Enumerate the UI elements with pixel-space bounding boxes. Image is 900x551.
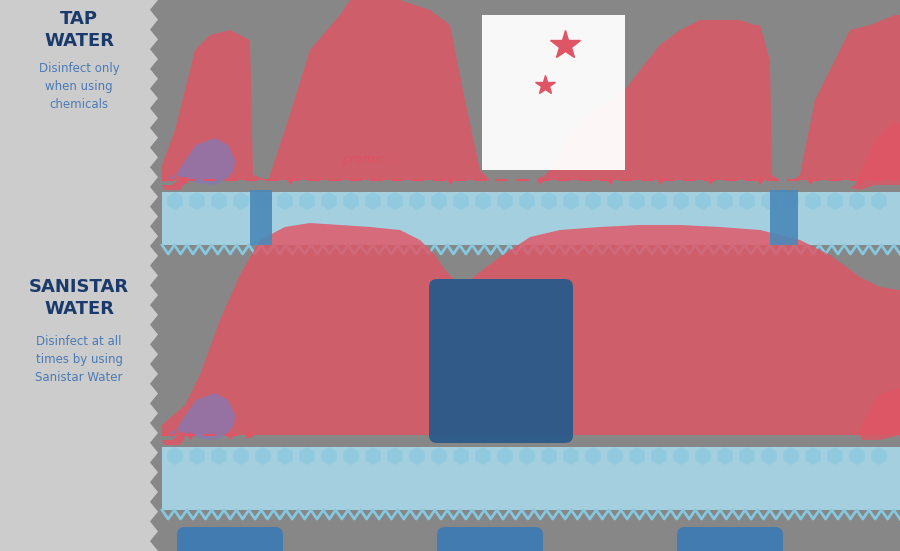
Text: promic...: promic... xyxy=(342,154,397,166)
Text: TAP
WATER: TAP WATER xyxy=(44,10,114,50)
Polygon shape xyxy=(162,192,900,245)
FancyBboxPatch shape xyxy=(250,190,272,245)
FancyBboxPatch shape xyxy=(429,279,573,443)
Polygon shape xyxy=(162,433,185,445)
Polygon shape xyxy=(162,0,900,180)
Text: Disinfect only
when using
chemicals: Disinfect only when using chemicals xyxy=(39,62,120,111)
Polygon shape xyxy=(162,178,185,190)
FancyBboxPatch shape xyxy=(482,15,625,170)
Polygon shape xyxy=(162,447,900,510)
FancyBboxPatch shape xyxy=(677,527,783,551)
Text: Disinfect at all
times by using
Sanistar Water: Disinfect at all times by using Sanistar… xyxy=(35,335,122,384)
FancyBboxPatch shape xyxy=(770,190,798,245)
Polygon shape xyxy=(162,223,900,435)
FancyBboxPatch shape xyxy=(177,527,283,551)
Polygon shape xyxy=(850,120,900,190)
FancyBboxPatch shape xyxy=(437,527,543,551)
Polygon shape xyxy=(170,138,235,185)
Polygon shape xyxy=(170,393,235,440)
Polygon shape xyxy=(0,0,158,551)
Polygon shape xyxy=(858,388,900,440)
Text: SANISTAR
WATER: SANISTAR WATER xyxy=(29,278,129,318)
